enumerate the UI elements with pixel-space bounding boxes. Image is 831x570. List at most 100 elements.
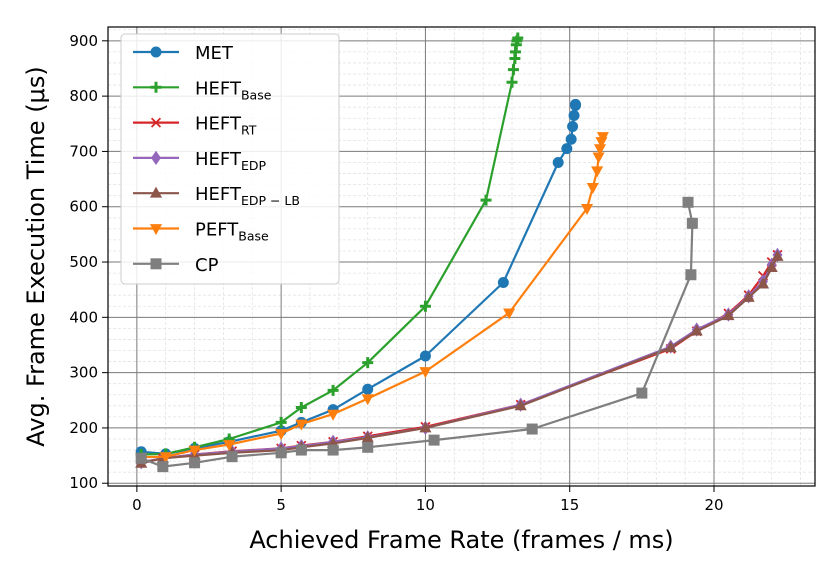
data-point	[275, 416, 287, 428]
data-point	[157, 461, 169, 473]
data-point	[593, 144, 607, 156]
legend-item: HEFTEDP	[133, 149, 266, 173]
data-point	[188, 445, 201, 457]
data-point	[503, 308, 516, 320]
data-point	[419, 300, 431, 312]
data-point	[685, 269, 697, 281]
data-point	[327, 409, 340, 421]
series-heft-edp-lb	[135, 249, 784, 468]
x-tick-label: 5	[276, 496, 286, 514]
data-point	[664, 341, 677, 353]
data-point	[189, 457, 201, 469]
data-point	[596, 132, 609, 144]
legend-label: CP	[195, 255, 219, 276]
data-point	[765, 260, 778, 272]
data-point	[565, 133, 577, 145]
data-point	[526, 423, 538, 435]
data-point	[591, 166, 604, 178]
data-point	[480, 194, 492, 206]
series-line	[141, 254, 779, 464]
y-tick-label: 900	[69, 32, 98, 50]
data-point	[361, 431, 374, 443]
y-tick-label: 800	[69, 87, 98, 105]
series-peft-base	[135, 132, 609, 464]
data-point	[419, 421, 432, 433]
legend-marker	[150, 258, 162, 270]
data-point	[223, 440, 236, 452]
legend-label-subscript: Base	[238, 229, 269, 244]
data-point	[135, 452, 147, 464]
data-point	[362, 383, 374, 395]
y-tick-label: 400	[69, 308, 98, 326]
series-line	[140, 255, 779, 465]
legend-item: CP	[133, 255, 219, 276]
data-point	[507, 64, 519, 76]
x-tick-label: 10	[416, 496, 435, 514]
legend-label-subscript: EDP	[241, 158, 267, 173]
data-point	[580, 203, 594, 215]
data-point	[686, 217, 698, 229]
data-point	[568, 109, 580, 121]
legend-label: MET	[195, 43, 234, 64]
data-point	[757, 277, 770, 289]
legend-marker	[149, 186, 163, 198]
legend-label-subscript: Base	[241, 87, 272, 102]
series-line	[140, 202, 694, 468]
y-tick-label: 700	[69, 142, 98, 160]
legend-item: HEFTRT	[133, 114, 257, 138]
y-tick-label: 600	[69, 198, 98, 216]
data-point	[159, 452, 172, 464]
data-point	[295, 401, 307, 413]
x-axis-label: Achieved Frame Rate (frames / ms)	[249, 526, 673, 554]
x-tick-label: 15	[560, 496, 579, 514]
legend-label-subscript: EDP − LB	[241, 193, 300, 208]
y-axis-label: Avg. Frame Execution Time (μs)	[22, 66, 50, 446]
data-point	[561, 143, 573, 155]
legend-marker	[151, 150, 161, 166]
data-point	[362, 357, 374, 369]
data-point	[419, 350, 431, 362]
data-point	[569, 98, 581, 110]
data-point	[690, 324, 703, 336]
data-point	[722, 309, 735, 321]
data-point	[327, 384, 339, 396]
data-point	[419, 367, 432, 379]
y-tick-label: 100	[69, 474, 98, 492]
y-tick-label: 300	[69, 364, 98, 382]
data-point	[592, 152, 605, 164]
data-point	[428, 434, 440, 446]
series-cp	[135, 196, 698, 473]
legend-marker	[149, 224, 163, 236]
data-point	[361, 394, 374, 406]
legend-label: HEFTEDP	[195, 149, 266, 173]
legend-marker	[150, 81, 162, 93]
data-point	[586, 182, 599, 194]
y-tick-label: 500	[69, 253, 98, 271]
data-point	[275, 447, 287, 459]
data-point	[742, 290, 755, 302]
axis-ticks: 0 5 10 15 20 100 200 300 400 500 600 700 800 900	[69, 32, 723, 514]
data-point	[226, 451, 238, 463]
legend-marker	[150, 46, 162, 58]
data-point	[552, 156, 564, 168]
series-layer	[135, 32, 784, 473]
x-tick-label: 0	[132, 496, 142, 514]
data-point	[567, 121, 579, 133]
data-point	[512, 32, 524, 44]
legend-box	[120, 33, 340, 285]
x-tick-label: 20	[704, 496, 723, 514]
legend-label-subscript: RT	[241, 123, 257, 138]
series-line	[141, 254, 779, 464]
data-point	[682, 196, 694, 208]
data-point	[771, 249, 784, 261]
data-point	[295, 419, 308, 431]
plot-frame	[107, 26, 816, 487]
data-point	[506, 76, 518, 88]
data-point	[497, 276, 509, 288]
data-point	[514, 399, 527, 411]
legend-marker	[150, 117, 162, 128]
y-tick-label: 200	[69, 419, 98, 437]
data-point	[295, 444, 307, 456]
